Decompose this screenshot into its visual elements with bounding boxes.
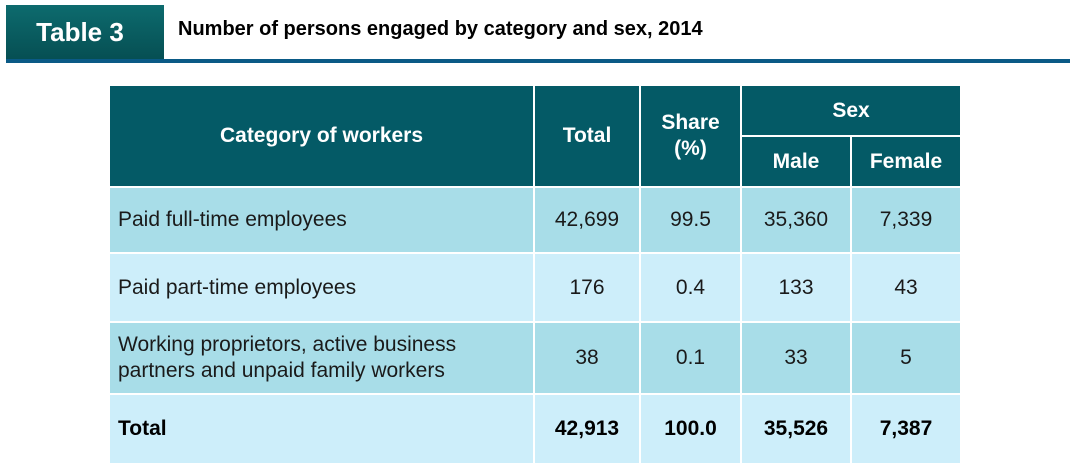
- table-header: Table 3 Number of persons engaged by cat…: [0, 0, 1074, 66]
- persons-engaged-table: Category of workers Total Share (%) Sex …: [108, 84, 962, 465]
- row-total: 42,699: [533, 186, 641, 254]
- column-header-female: Female: [850, 135, 962, 188]
- row-female: 43: [850, 252, 962, 323]
- row-male: 133: [740, 252, 852, 323]
- row-total: 176: [533, 252, 641, 323]
- row-share: 0.4: [639, 252, 742, 323]
- row-male: 35,360: [740, 186, 852, 254]
- row-female: 7,339: [850, 186, 962, 254]
- table-row: Working proprietors, active business par…: [108, 321, 962, 395]
- header-rule: [6, 59, 1070, 63]
- row-category: Paid part-time employees: [108, 252, 535, 323]
- column-header-share: Share (%): [639, 84, 742, 188]
- table-row: Paid full-time employees 42,699 99.5 35,…: [108, 186, 962, 254]
- column-header-total: Total: [533, 84, 641, 188]
- total-row-category: Total: [108, 393, 535, 465]
- total-row: Total 42,913 100.0 35,526 7,387: [108, 393, 962, 465]
- row-female: 5: [850, 321, 962, 395]
- column-header-category: Category of workers: [108, 84, 535, 188]
- row-share: 0.1: [639, 321, 742, 395]
- total-row-share: 100.0: [639, 393, 742, 465]
- table-row: Paid part-time employees 176 0.4 133 43: [108, 252, 962, 323]
- row-category: Paid full-time employees: [108, 186, 535, 254]
- table-title: Number of persons engaged by category an…: [178, 18, 703, 40]
- row-share: 99.5: [639, 186, 742, 254]
- row-male: 33: [740, 321, 852, 395]
- total-row-total: 42,913: [533, 393, 641, 465]
- row-total: 38: [533, 321, 641, 395]
- table-number-tag: Table 3: [6, 5, 164, 59]
- total-row-female: 7,387: [850, 393, 962, 465]
- total-row-male: 35,526: [740, 393, 852, 465]
- row-category: Working proprietors, active business par…: [108, 321, 535, 395]
- column-header-sex: Sex: [740, 84, 962, 137]
- column-header-male: Male: [740, 135, 852, 188]
